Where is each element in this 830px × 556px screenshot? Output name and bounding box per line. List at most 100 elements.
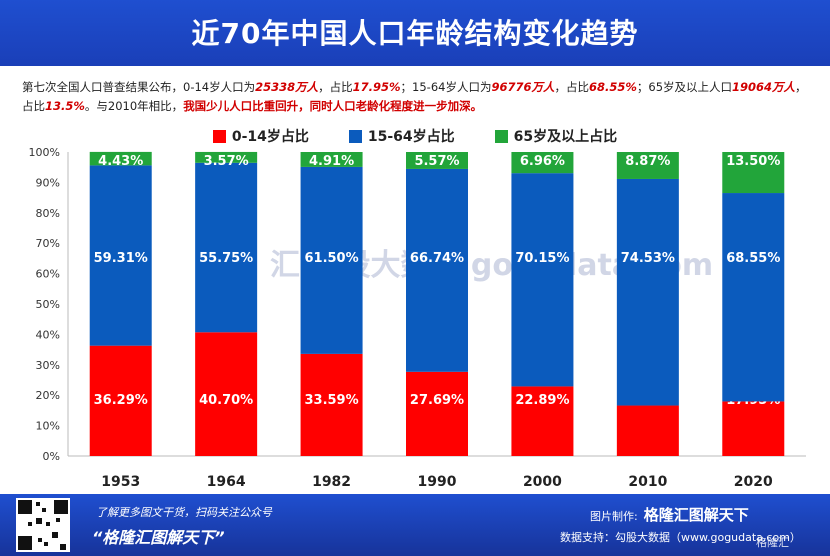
- data-label: 4.91%: [309, 154, 354, 169]
- qr-cell: [18, 500, 32, 514]
- legend-label-elderly: 65岁及以上占比: [513, 129, 618, 145]
- young-count: 25338万人: [255, 80, 319, 94]
- bar-segment: [616, 405, 679, 456]
- data-label: 40.70%: [199, 393, 253, 408]
- page-title: 近70年中国人口年龄结构变化趋势: [191, 17, 639, 50]
- data-label: 66.74%: [410, 251, 464, 266]
- young-share: 17.95%: [352, 80, 401, 94]
- data-label: 55.75%: [199, 251, 253, 266]
- qr-cell: [36, 518, 42, 524]
- desc-emphasis: 我国少儿人口比重回升，同时人口老龄化程度进一步加深。: [183, 99, 483, 113]
- y-tick-label: 10%: [36, 420, 60, 433]
- footer-source: 数据支持：勾股大数据（www.gogudata.com）: [560, 531, 801, 544]
- bar-segment: [195, 332, 258, 456]
- working-share: 68.55%: [588, 80, 637, 94]
- bar-segment: [406, 371, 468, 456]
- qr-cell: [38, 538, 42, 542]
- legend-label-young: 0-14岁占比: [231, 129, 309, 145]
- y-tick-label: 60%: [36, 268, 60, 281]
- bar-segment: [511, 386, 574, 456]
- bar-segment: [300, 353, 363, 456]
- credit-label: 图片制作:: [590, 510, 638, 523]
- x-tick-label: 1953: [101, 474, 140, 490]
- bar-segment: [511, 173, 574, 387]
- data-label: 5.57%: [414, 154, 459, 169]
- bar-segment: [89, 165, 152, 346]
- qr-code-icon[interactable]: [16, 498, 70, 552]
- y-tick-label: 20%: [36, 389, 60, 402]
- data-label: 70.15%: [515, 251, 569, 266]
- legend-item-working: 15-64岁占比: [348, 126, 455, 146]
- x-tick-label: 2020: [734, 474, 773, 490]
- desc-part: ，占比: [22, 80, 807, 113]
- desc-part: ，占比: [318, 80, 353, 94]
- legend-label-working: 15-64岁占比: [367, 129, 455, 145]
- legend-swatch-elderly: [494, 129, 508, 143]
- footer-credit: 图片制作: 格隆汇图解天下: [590, 504, 749, 525]
- qr-cell: [46, 522, 50, 526]
- desc-part: 。与2010年相比，: [84, 99, 184, 113]
- y-tick-label: 80%: [36, 207, 60, 220]
- y-tick-label: 30%: [36, 359, 60, 372]
- x-tick-label: 2000: [523, 474, 562, 490]
- bar-segment: [300, 166, 363, 354]
- bar-segment: [722, 401, 785, 456]
- desc-part: 第七次全国人口普查结果公布，0-14岁人口为: [22, 80, 256, 94]
- data-label: 36.29%: [94, 393, 148, 408]
- footer-banner: [0, 494, 830, 556]
- x-tick-label: 1990: [418, 474, 457, 490]
- qr-cell: [18, 536, 32, 550]
- y-tick-label: 100%: [29, 146, 60, 159]
- bar-segment: [300, 152, 363, 167]
- credit-brand: 格隆汇图解天下: [643, 506, 749, 524]
- qr-cell: [42, 508, 46, 512]
- qr-cell: [36, 502, 40, 506]
- footer-logo: 格隆汇: [756, 536, 789, 549]
- x-tick-label: 1982: [312, 474, 351, 490]
- data-label: 13.50%: [726, 154, 780, 169]
- header-banner: [0, 0, 830, 66]
- bar-segment: [89, 151, 152, 166]
- legend-swatch-young: [212, 129, 226, 143]
- bar-segment: [406, 168, 468, 372]
- legend-swatch-working: [348, 129, 362, 143]
- qr-cell: [28, 522, 32, 526]
- y-tick-label: 50%: [36, 298, 60, 311]
- desc-part: ；15-64岁人口为: [400, 80, 492, 94]
- elderly-share: 13.5%: [45, 99, 85, 113]
- data-label: 68.55%: [726, 251, 780, 266]
- data-label: 4.43%: [98, 154, 143, 169]
- footer-tagline: 了解更多图文干货，扫码关注公众号: [96, 506, 272, 519]
- y-tick-label: 70%: [36, 237, 60, 250]
- bar-segment: [89, 345, 152, 456]
- x-tick-label: 2010: [628, 474, 667, 490]
- bar-segment: [722, 193, 785, 402]
- y-tick-label: 0%: [43, 450, 60, 463]
- bar-segment: [511, 152, 574, 174]
- chart-legend: 0-14岁占比 15-64岁占比 65岁及以上占比: [0, 126, 830, 146]
- y-tick-label: 90%: [36, 176, 60, 189]
- data-label: 74.53%: [621, 251, 675, 266]
- qr-cell: [52, 532, 58, 538]
- y-tick-label: 40%: [36, 328, 60, 341]
- data-label: 27.69%: [410, 393, 464, 408]
- data-label: 6.96%: [520, 154, 565, 169]
- bar-segment: [616, 152, 679, 179]
- working-count: 96776万人: [491, 80, 555, 94]
- x-tick-label: 1964: [207, 474, 246, 490]
- data-label: 8.87%: [625, 154, 670, 169]
- data-label: 33.59%: [304, 393, 358, 408]
- data-label: 22.89%: [515, 393, 569, 408]
- bar-segment: [195, 162, 258, 333]
- bar-segment: [195, 151, 258, 163]
- data-label: 59.31%: [94, 251, 148, 266]
- data-label: 61.50%: [304, 251, 358, 266]
- bar-segment: [722, 152, 785, 194]
- qr-cell: [60, 544, 66, 550]
- stacked-bar-chart: 0% 10% 20% 30% 40% 50% 60% 70% 80% 90% 100% 36.29% 5…: [29, 146, 806, 490]
- elderly-count: 19064万人: [732, 80, 796, 94]
- desc-part: ；65岁及以上人口: [636, 80, 733, 94]
- qr-cell: [54, 500, 68, 514]
- footer-brand: “格隆汇图解天下”: [92, 528, 225, 547]
- legend-item-elderly: 65岁及以上占比: [494, 126, 618, 146]
